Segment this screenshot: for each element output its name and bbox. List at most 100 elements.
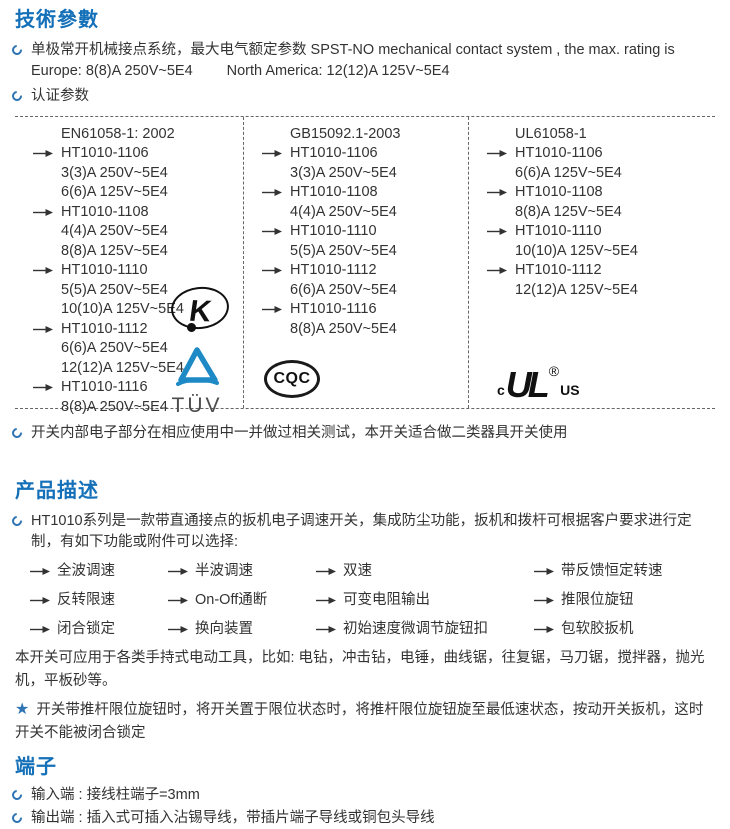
rating-line: 4(4)A 250V~5E4 xyxy=(61,223,168,239)
arrow-icon xyxy=(262,305,282,314)
cert-model-row: HT1010-1106 xyxy=(262,144,468,164)
model-number: HT1010-1106 xyxy=(515,145,603,161)
cert-column-en61058: EN61058-1: 2002 HT1010-1106 3(3)A 250V~5… xyxy=(15,117,243,417)
arrow-icon xyxy=(316,625,336,634)
feature-item: 换向装置 xyxy=(168,619,316,640)
cert-model-row: HT1010-1112 xyxy=(262,261,468,281)
arrow-icon xyxy=(262,266,282,275)
model-number: HT1010-1112 xyxy=(61,320,148,337)
product-intro-bullet: HT1010系列是一款带直通接点的扳机电子调速开关，集成防尘功能，扳机和拨杆可根… xyxy=(9,511,730,553)
model-number: HT1010-1110 xyxy=(61,262,148,278)
arrow-icon xyxy=(487,188,507,197)
cert-model-row: HT1010-1110 xyxy=(487,222,715,242)
arrow-icon xyxy=(33,266,53,275)
feature-item: 推限位旋钮 xyxy=(534,590,730,611)
section-title-product-description: 产品描述 xyxy=(15,480,99,502)
ul-c-mark: c xyxy=(497,382,505,398)
cert-standard-header: UL61058-1 xyxy=(515,126,587,142)
rating-line: 8(8)A 250V~5E4 xyxy=(61,398,168,415)
arrow-icon xyxy=(262,188,282,197)
cert-standard-header: EN61058-1: 2002 xyxy=(61,126,175,142)
feature-label: 带反馈恒定转速 xyxy=(561,563,663,579)
certification-table: EN61058-1: 2002 HT1010-1106 3(3)A 250V~5… xyxy=(15,116,715,417)
feature-item: 闭合锁定 xyxy=(30,619,168,640)
bullet-arc-icon xyxy=(9,810,25,826)
feature-label: 全波调速 xyxy=(57,563,115,579)
cert-model-row: HT1010-1110 xyxy=(33,261,243,281)
cqc-logo: CQC xyxy=(264,360,320,398)
cert-model-row: HT1010-1108 xyxy=(262,183,468,203)
ul-us-mark: US xyxy=(560,382,580,398)
cert-model-row: HT1010-1112 xyxy=(33,320,243,340)
section-title-terminals: 端子 xyxy=(15,756,57,778)
bullet-arc-icon xyxy=(9,513,25,529)
terminal-input-text: 输入端 : 接线柱端子=3mm xyxy=(31,787,200,803)
arrow-icon xyxy=(30,625,50,634)
feature-item: On-Off通断 xyxy=(168,590,316,611)
feature-grid: 全波调速 半波调速 双速 带反馈恒定转速 反转限速 On-Off通断 可变电阻输… xyxy=(30,561,730,640)
rating-line: 12(12)A 125V~5E4 xyxy=(61,359,184,376)
rating-line: 4(4)A 250V~5E4 xyxy=(290,203,397,220)
feature-item: 可变电阻输出 xyxy=(316,590,534,611)
feature-item: 双速 xyxy=(316,561,534,582)
bullet-arc-icon xyxy=(9,787,25,803)
bullet-arc-icon xyxy=(9,42,25,58)
feature-label: 闭合锁定 xyxy=(57,621,115,637)
cert-model-row: HT1010-1108 xyxy=(487,183,715,203)
arrow-icon xyxy=(534,596,554,605)
tech-bullet-rating: 单极常开机械接点系统，最大电气额定参数 SPST-NO mechanical c… xyxy=(9,40,730,82)
cul-us-logo: c UL ® US xyxy=(497,363,580,402)
tech-bullet-certification: 认证参数 xyxy=(9,86,730,107)
feature-label: 半波调速 xyxy=(195,563,253,579)
rating-line: 10(10)A 125V~5E4 xyxy=(515,242,638,259)
rating-line: 5(5)A 250V~5E4 xyxy=(61,281,168,298)
model-number: HT1010-1112 xyxy=(290,262,377,278)
model-number: HT1010-1108 xyxy=(61,203,149,220)
arrow-icon xyxy=(33,208,53,217)
applications-text: 本开关可应用于各类手持式电动工具，比如: 电钻，冲击钻，电锤，曲线锯，往复锯，马… xyxy=(15,650,705,689)
rating-line: 5(5)A 250V~5E4 xyxy=(290,242,397,259)
cert-column-gb15092: GB15092.1-2003 HT1010-1106 3(3)A 250V~5E… xyxy=(243,117,468,408)
bullet-arc-icon xyxy=(9,425,25,441)
tuv-label: TÜV xyxy=(171,394,223,417)
arrow-icon xyxy=(316,567,336,576)
warning-text: 开关带推杆限位旋钮时，将开关置于限位状态时，将推杆限位旋钮旋至最低速状态，按动开… xyxy=(15,702,704,741)
feature-label: 反转限速 xyxy=(57,592,115,608)
arrow-icon xyxy=(168,567,188,576)
model-number: HT1010-1110 xyxy=(290,223,377,239)
model-number: HT1010-1116 xyxy=(290,301,377,317)
arrow-icon xyxy=(33,149,53,158)
feature-item: 反转限速 xyxy=(30,590,168,611)
arrow-icon xyxy=(168,625,188,634)
tech-note-bullet: 开关内部电子部分在相应使用中一并做过相关测试，本开关适合做二类器具开关使用 xyxy=(9,423,730,444)
feature-item: 半波调速 xyxy=(168,561,316,582)
cert-model-row: HT1010-1110 xyxy=(262,222,468,242)
arrow-icon xyxy=(33,325,53,334)
rating-line: 12(12)A 125V~5E4 xyxy=(515,281,638,298)
rating-line: 3(3)A 250V~5E4 xyxy=(61,164,168,181)
tech-note-text: 开关内部电子部分在相应使用中一并做过相关测试，本开关适合做二类器具开关使用 xyxy=(31,425,568,441)
cert-standard-header: GB15092.1-2003 xyxy=(290,126,401,142)
rating-line: 6(6)A 125V~5E4 xyxy=(61,184,168,200)
model-number: HT1010-1110 xyxy=(515,223,602,239)
tech-rating-text: 单极常开机械接点系统，最大电气额定参数 SPST-NO mechanical c… xyxy=(31,42,675,58)
arrow-icon xyxy=(534,567,554,576)
cert-model-row: HT1010-1116 xyxy=(33,378,243,398)
rating-line: 6(6)A 125V~5E4 xyxy=(515,164,622,181)
cqc-label: CQC xyxy=(273,370,311,387)
arrow-icon xyxy=(30,596,50,605)
bullet-arc-icon xyxy=(9,88,25,104)
rating-line: 10(10)A 125V~5E4 xyxy=(61,301,184,317)
terminal-output-text: 输出端 : 插入式可插入沾锡导线，带插片端子导线或铜包头导线 xyxy=(31,810,435,826)
model-number: HT1010-1106 xyxy=(290,145,378,161)
arrow-icon xyxy=(262,149,282,158)
warning-paragraph: ★ 开关带推杆限位旋钮时，将开关置于限位状态时，将推杆限位旋钮旋至最低速状态，按动… xyxy=(15,698,715,745)
arrow-icon xyxy=(33,383,53,392)
rating-line: 8(8)A 125V~5E4 xyxy=(515,203,622,220)
model-number: HT1010-1106 xyxy=(61,145,149,161)
rating-line: 6(6)A 250V~5E4 xyxy=(290,281,397,298)
rating-line: 8(8)A 250V~5E4 xyxy=(290,320,397,337)
feature-label: 双速 xyxy=(343,563,372,579)
feature-label: 初始速度微调节旋钮扣 xyxy=(343,621,488,637)
model-number: HT1010-1112 xyxy=(515,262,602,278)
